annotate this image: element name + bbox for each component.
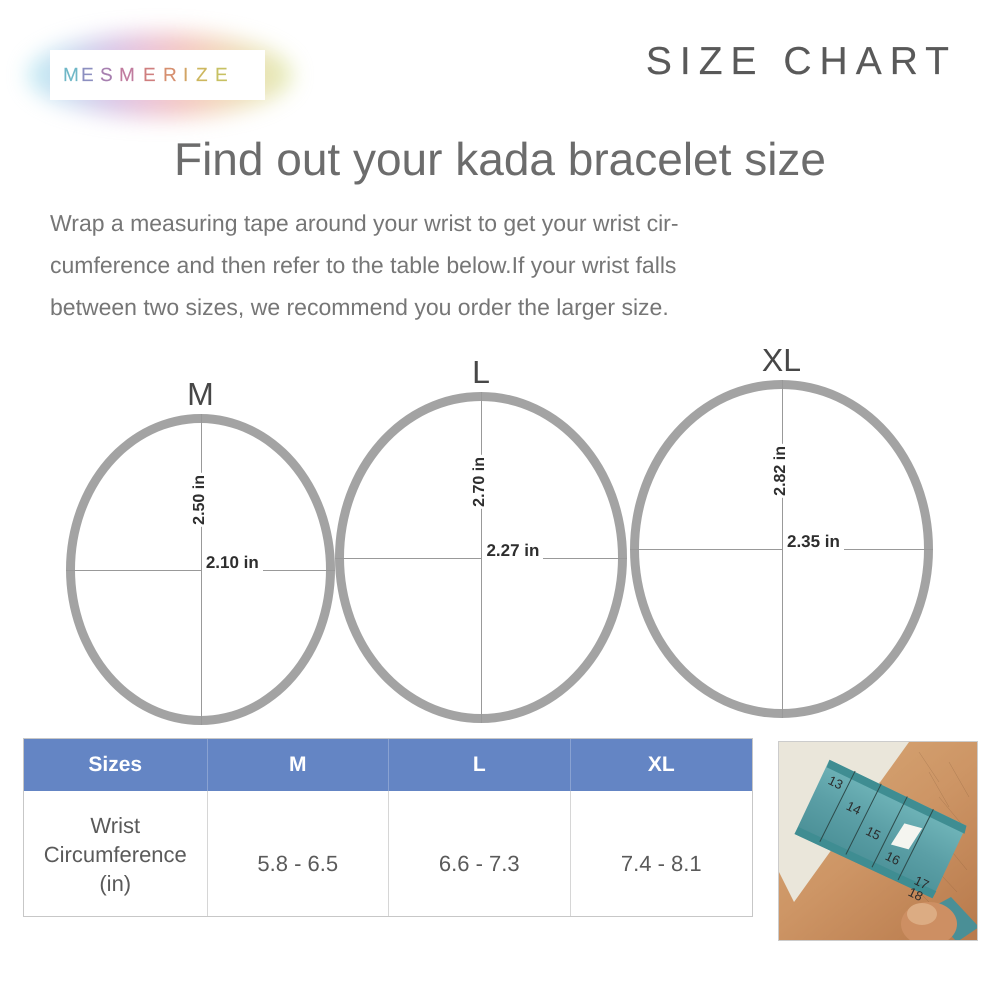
svg-text:E: E — [81, 65, 98, 86]
svg-text:E: E — [215, 65, 232, 86]
svg-text:E: E — [143, 65, 160, 86]
svg-text:M: M — [119, 65, 139, 86]
svg-text:M: M — [63, 65, 83, 86]
svg-text:I: I — [183, 65, 192, 86]
svg-text:Z: Z — [196, 65, 212, 86]
svg-text:S: S — [100, 65, 117, 86]
svg-text:R: R — [163, 65, 181, 86]
